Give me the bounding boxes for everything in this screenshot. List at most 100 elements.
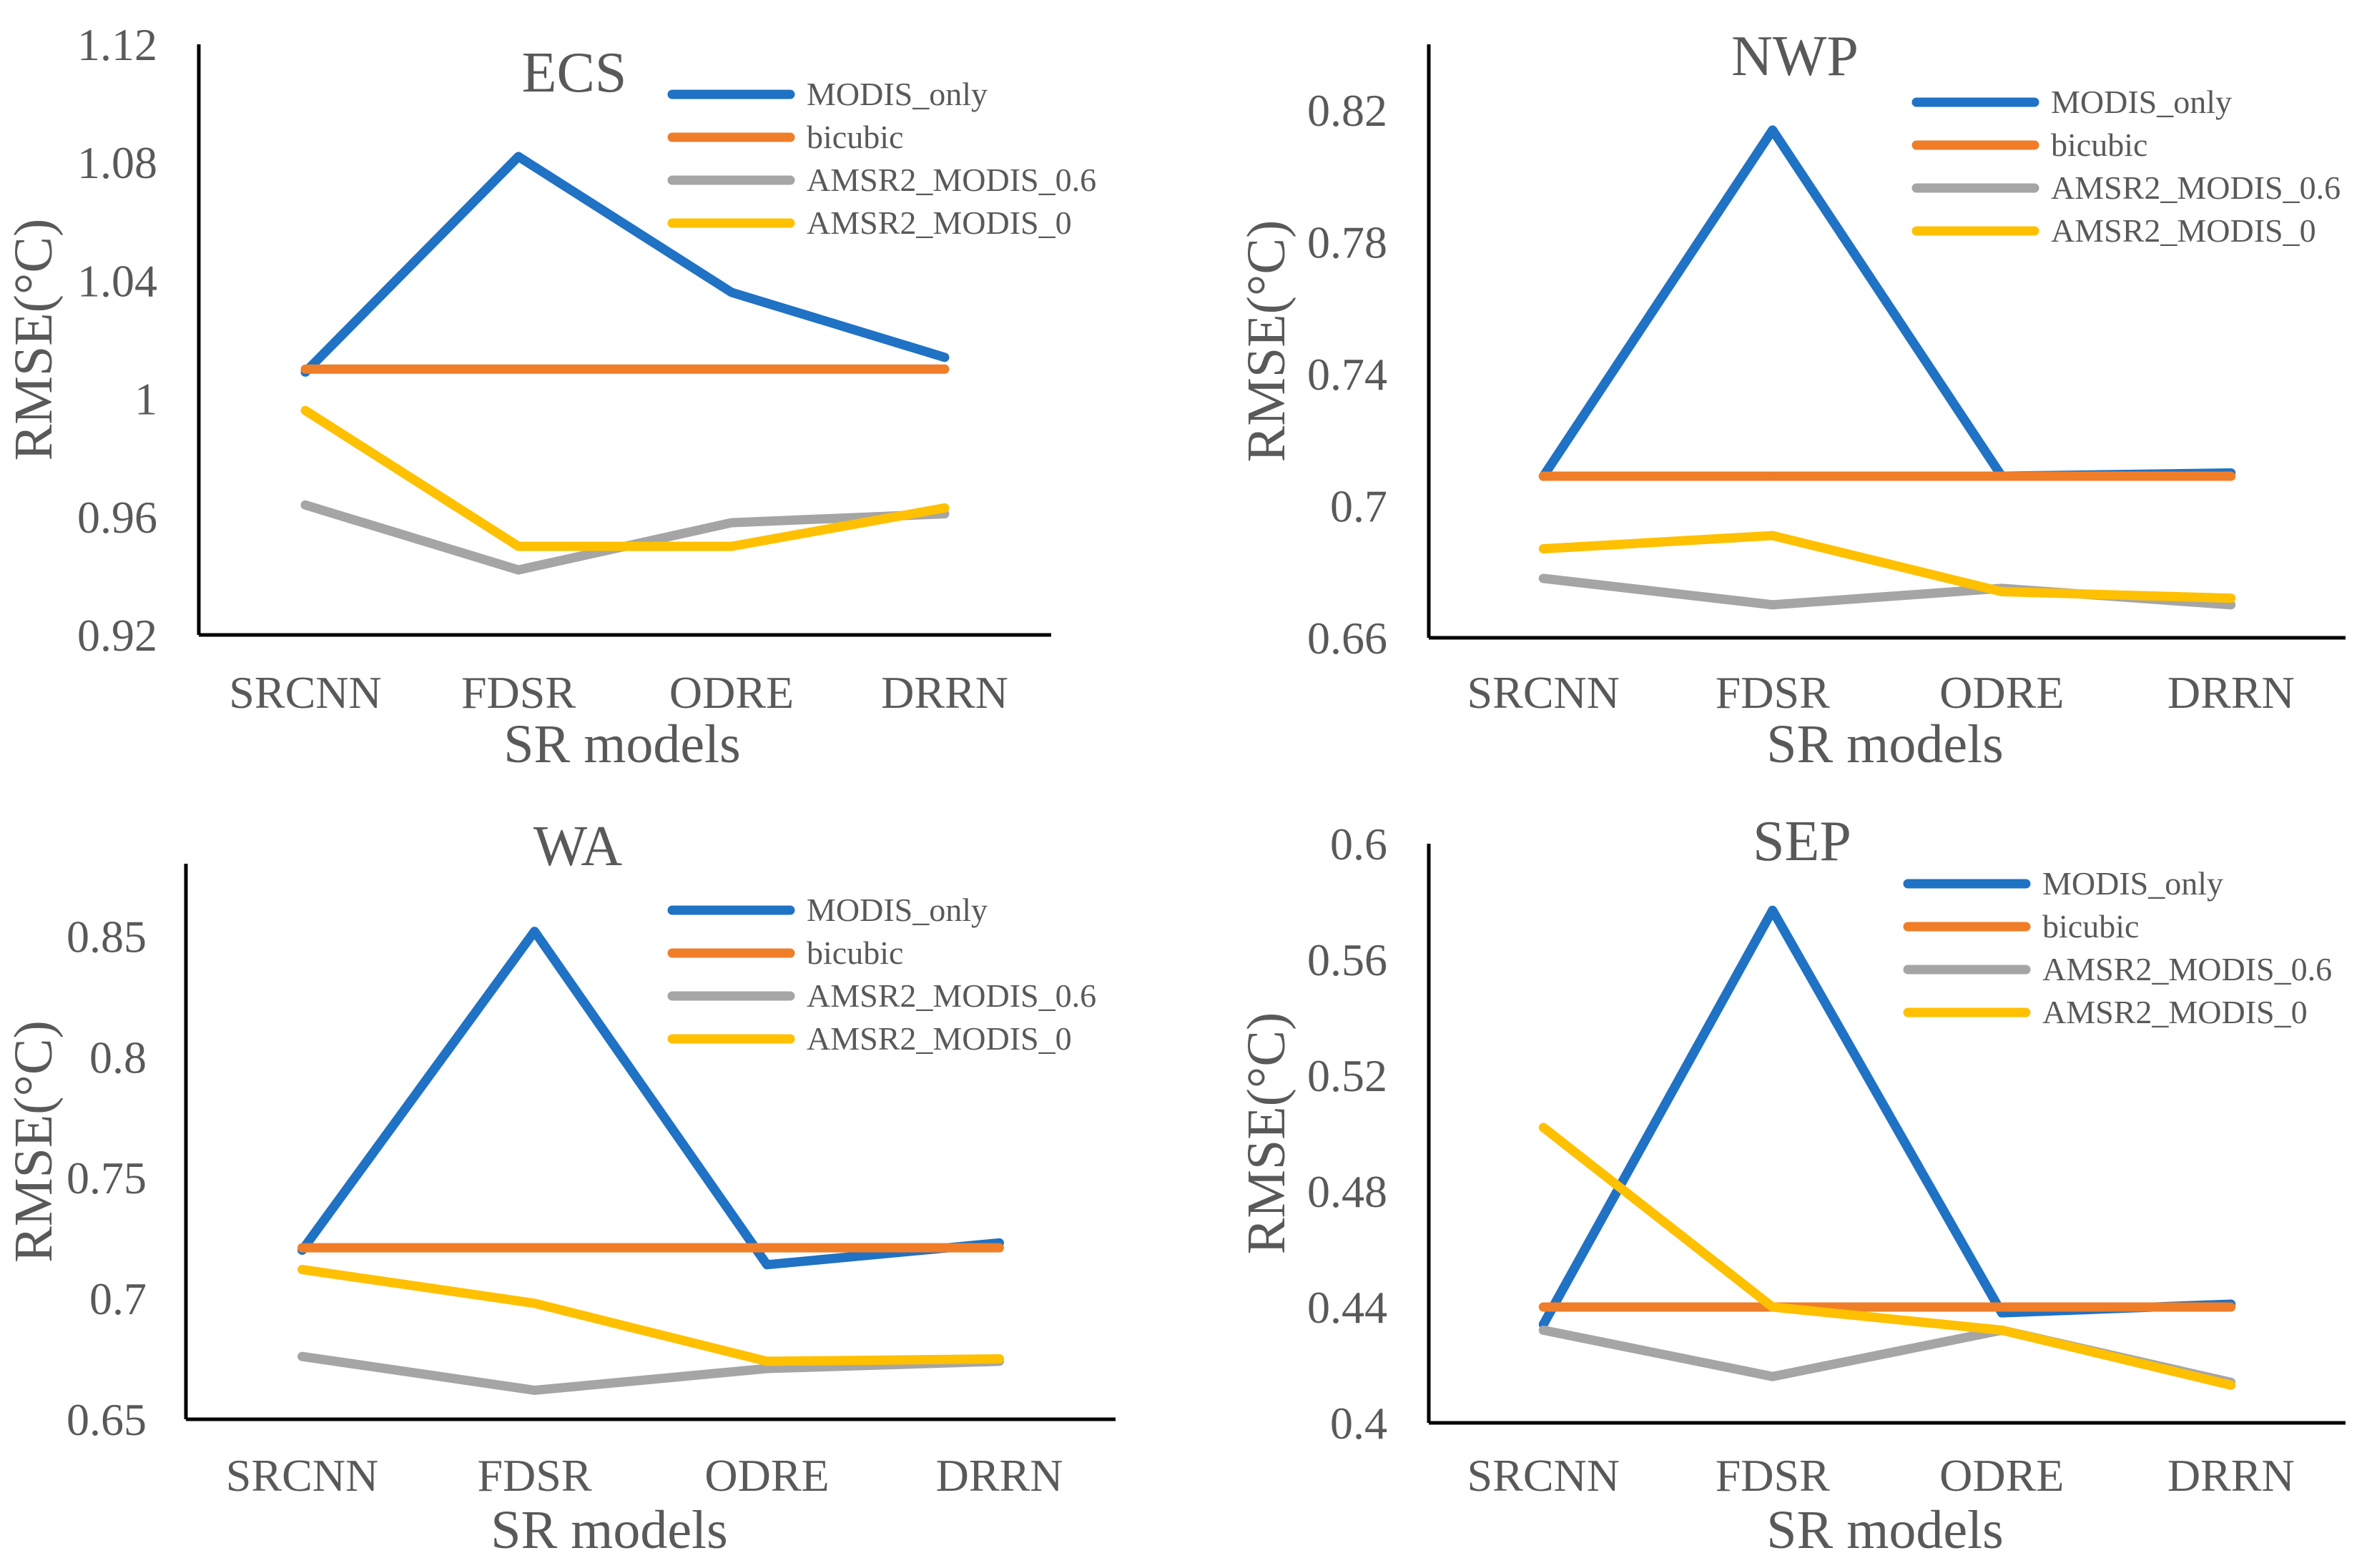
- data-point: [1542, 577, 1545, 580]
- series-line-AMSR2_MODIS_0: [300, 405, 950, 551]
- data-point: [730, 368, 733, 371]
- y-tick-label: 0.65: [67, 1394, 147, 1445]
- x-axis-title: SR models: [503, 714, 741, 774]
- legend-label: AMSR2_MODIS_0.6: [2051, 169, 2341, 206]
- legend-label: AMSR2_MODIS_0: [2042, 994, 2308, 1030]
- x-tick-label: SRCNN: [1467, 667, 1620, 718]
- chart-title: WA: [533, 815, 623, 878]
- y-tick-label: 0.52: [1307, 1050, 1387, 1101]
- data-point: [304, 368, 307, 371]
- data-point: [765, 1367, 769, 1371]
- y-tick-label: 0.85: [67, 911, 147, 962]
- legend-label: MODIS_only: [807, 892, 988, 928]
- y-tick-label: 0.66: [1307, 613, 1387, 664]
- data-point: [730, 290, 733, 294]
- x-tick-label: SRCNN: [226, 1450, 378, 1501]
- chart-title: ECS: [522, 41, 627, 104]
- legend-label: MODIS_only: [2042, 865, 2223, 902]
- series-line-MODIS_only: [297, 927, 1004, 1270]
- data-point: [517, 545, 520, 548]
- series-line-AMSR2_MODIS_0: [1538, 1123, 2236, 1390]
- data-point: [533, 930, 536, 933]
- y-axis-title: RMSE(°C): [4, 1020, 64, 1263]
- data-point: [2000, 475, 2004, 478]
- y-tick-label: 0.75: [67, 1153, 147, 1203]
- series-line-AMSR2_MODIS_0: [1538, 531, 2236, 603]
- legend-label: AMSR2_MODIS_0.6: [807, 162, 1096, 198]
- series-line-AMSR2_MODIS_0: [297, 1265, 1004, 1366]
- legend-label: bicubic: [807, 119, 903, 155]
- legend-label: bicubic: [807, 935, 903, 971]
- x-tick-label: SRCNN: [229, 667, 381, 718]
- data-point: [1771, 909, 1774, 912]
- chart-ecs: 0.92 0.96 1 1.04 1.08 1.12 SRCNN FDSR ODRE DRRN SR…: [4, 19, 1096, 774]
- legend-label: MODIS_only: [807, 76, 988, 112]
- y-tick-label: 0.44: [1307, 1282, 1387, 1333]
- legend-label: bicubic: [2051, 127, 2147, 163]
- legend-label: MODIS_only: [2051, 84, 2232, 120]
- chart-title: SEP: [1753, 810, 1851, 873]
- x-tick-label: ODRE: [1939, 667, 2064, 718]
- data-point: [2229, 1384, 2233, 1387]
- series-line-AMSR2_MODIS_0.6: [297, 1351, 1004, 1395]
- data-point: [533, 1246, 536, 1250]
- data-point: [765, 1263, 769, 1266]
- x-tick-label: ODRE: [669, 667, 794, 718]
- chart-wa: 0.65 0.7 0.75 0.8 0.85 SRCNN FDSR ODRE DRRN SR mo…: [4, 815, 1116, 1560]
- data-point: [300, 1355, 304, 1359]
- data-point: [1542, 1306, 1545, 1308]
- data-point: [1542, 547, 1545, 551]
- x-tick-label: SRCNN: [1467, 1450, 1620, 1501]
- y-axis-title: RMSE(°C): [4, 219, 64, 461]
- data-point: [304, 503, 307, 507]
- data-point: [1542, 1125, 1545, 1129]
- data-point: [943, 506, 946, 510]
- data-point: [2229, 603, 2233, 606]
- data-point: [533, 1301, 536, 1305]
- chart-nwp: 0.66 0.7 0.74 0.78 0.82 SRCNN FDSR ODRE DRRN SR m…: [1236, 25, 2346, 774]
- y-tick-label: 0.6: [1330, 819, 1387, 869]
- x-axis-title: SR models: [1766, 1500, 2004, 1560]
- data-point: [1771, 1375, 1774, 1379]
- data-point: [943, 368, 946, 371]
- y-tick-label: 0.4: [1330, 1398, 1387, 1449]
- data-point: [1771, 1306, 1774, 1308]
- data-point: [998, 1246, 1001, 1250]
- y-tick-label: 1.04: [77, 255, 157, 306]
- data-point: [1771, 475, 1774, 478]
- data-point: [998, 1357, 1001, 1361]
- data-point: [943, 355, 946, 359]
- y-tick-label: 0.82: [1307, 85, 1387, 136]
- x-tick-label: ODRE: [1939, 1450, 2064, 1501]
- y-tick-label: 1.08: [77, 137, 157, 188]
- data-point: [517, 368, 520, 371]
- data-point: [304, 409, 307, 413]
- data-point: [1771, 128, 1774, 132]
- x-tick-label: ODRE: [704, 1450, 829, 1501]
- data-point: [1542, 1323, 1545, 1326]
- data-point: [1542, 1328, 1545, 1332]
- y-tick-label: 0.56: [1307, 935, 1387, 985]
- x-axis-title: SR models: [1766, 714, 2004, 774]
- data-point: [300, 1268, 304, 1271]
- x-axis-title: SR models: [491, 1500, 728, 1560]
- data-point: [765, 1246, 769, 1250]
- y-tick-label: 1.12: [77, 19, 157, 70]
- data-point: [2000, 1306, 2004, 1308]
- x-tick-label: FDSR: [461, 667, 576, 718]
- legend-label: bicubic: [2042, 908, 2139, 945]
- legend-label: AMSR2_MODIS_0: [807, 204, 1072, 241]
- data-point: [533, 1389, 536, 1392]
- data-point: [730, 521, 733, 525]
- y-axis-title: RMSE(°C): [1236, 1012, 1296, 1255]
- series-line-MODIS_only: [300, 152, 950, 377]
- data-point: [943, 512, 946, 516]
- y-tick-label: 0.7: [89, 1273, 147, 1324]
- chart-sep: 0.4 0.44 0.48 0.52 0.56 0.6 SRCNN FDSR ODRE DRRN S…: [1236, 810, 2346, 1560]
- legend-label: AMSR2_MODIS_0: [807, 1020, 1072, 1057]
